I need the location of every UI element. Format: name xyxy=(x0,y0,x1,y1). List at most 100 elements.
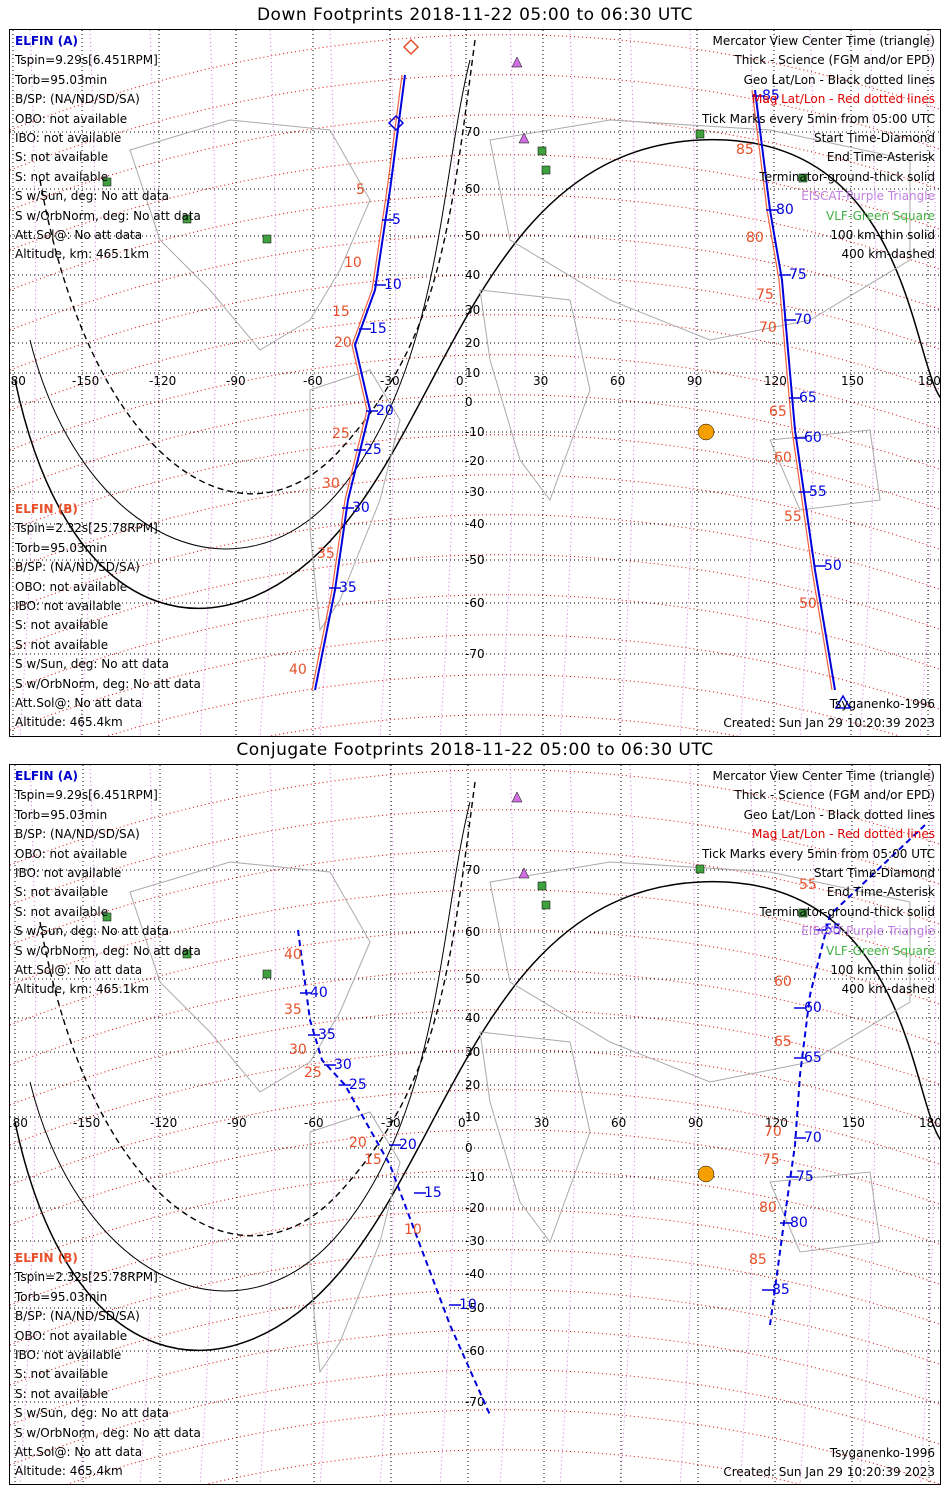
lon-tick-label: 180 xyxy=(918,374,941,388)
lon-tick-label: 90 xyxy=(688,1116,703,1130)
center-time-triangle-icon xyxy=(834,694,852,709)
lon-tick-label: -120 xyxy=(149,374,176,388)
lat-tick-label: -30 xyxy=(465,1234,485,1248)
lat-tick-label: -40 xyxy=(465,517,485,531)
track-tick-label-red: 80 xyxy=(759,1200,777,1216)
sat-info-line: S w/OrbNorm, deg: No att data xyxy=(15,676,201,691)
sat-name: ELFIN (B) xyxy=(15,502,78,516)
legend-item: End Time-Asterisk xyxy=(826,150,935,165)
track-tick-label: 20 xyxy=(376,403,394,419)
sat-info-line: Altitude: 465.4km xyxy=(15,1464,123,1479)
eiscat-triangle-icon xyxy=(518,132,530,144)
vlf-square-icon xyxy=(182,214,192,224)
mag-lon-line xyxy=(559,765,577,1484)
sat-name: ELFIN (A) xyxy=(15,769,78,783)
track-tick-label: 35 xyxy=(318,1027,336,1043)
legend-item: Mag Lat/Lon - Red dotted lines xyxy=(751,92,935,107)
sun-icon xyxy=(697,1165,715,1183)
elfin-b-track xyxy=(769,824,926,1326)
track-tick-label: 20 xyxy=(399,1137,417,1153)
sat-info-line: S: not available xyxy=(15,885,109,900)
lon-tick-label: 90 xyxy=(687,374,702,388)
track-tick-label-red: 10 xyxy=(344,255,362,271)
start-diamond-icon xyxy=(387,114,405,132)
track-tick-label: 25 xyxy=(349,1077,367,1093)
lat-tick-label: 40 xyxy=(465,1011,480,1025)
elfin-a-track-red xyxy=(311,74,403,691)
elfin-b-track xyxy=(754,89,836,691)
lat-tick-label: -70 xyxy=(465,1395,485,1409)
sat-info-line: Tspin=2.32s[25.78RPM] xyxy=(15,1270,158,1285)
track-tick-label: 85 xyxy=(772,1282,790,1298)
elfin-a-info: ELFIN (A) Tspin=9.29s[6.451RPM] Torb=95.03… xyxy=(15,767,201,1000)
sat-info-line: Att.Sol@: No att data xyxy=(15,695,143,710)
lon-tick-label: -90 xyxy=(227,1116,247,1130)
sat-name: ELFIN (A) xyxy=(15,34,78,48)
sat-info-line: Tspin=9.29s[6.451RPM] xyxy=(15,53,158,68)
legend-item: Mercator View Center Time (triangle) xyxy=(712,34,935,48)
eiscat-triangle-icon xyxy=(511,56,523,68)
model-name: Tsyganenko-1996 xyxy=(829,1446,935,1460)
track-tick-label-red: 20 xyxy=(349,1135,367,1151)
sat-info-line: S: not available xyxy=(15,150,109,165)
mag-lon-line xyxy=(379,765,397,1484)
panel-title: Down Footprints 2018-11-22 05:00 to 06:3… xyxy=(256,5,694,25)
mag-lon-line xyxy=(259,30,277,736)
terminator-400km xyxy=(39,781,476,1237)
coastline xyxy=(769,429,881,511)
vlf-square-icon xyxy=(262,969,272,979)
eiscat-triangle-icon xyxy=(518,867,530,879)
vlf-square-icon xyxy=(182,949,192,959)
lat-tick-label: 20 xyxy=(465,336,480,350)
track-tick-label: 65 xyxy=(799,390,817,406)
mag-lon-line xyxy=(319,765,337,1484)
legend-item: Tick Marks every 5min from 05:00 UTC xyxy=(701,111,935,126)
legend-item: 400 km-dashed xyxy=(841,247,935,262)
lon-tick-label: 0 xyxy=(456,374,464,388)
track-tick-label: 50 xyxy=(824,558,842,574)
sat-info-line: Altitude, km: 465.1km xyxy=(15,982,150,997)
vlf-square-icon xyxy=(541,900,551,910)
footer-info: Tsyganenko-1996 Created: Sun Jan 29 10:2… xyxy=(723,695,935,734)
lat-tick-label: -50 xyxy=(465,553,485,567)
sat-info-line: B/SP: (NA/ND/SD/SA) xyxy=(15,1309,140,1324)
coastline xyxy=(489,861,911,1083)
track-tick-label: 75 xyxy=(789,267,807,283)
vlf-square-icon xyxy=(798,173,808,183)
mag-lon-line xyxy=(619,765,637,1484)
mag-lon-line xyxy=(679,30,697,736)
mag-lon-line xyxy=(439,30,457,736)
sat-info-line: Tspin=9.29s[6.451RPM] xyxy=(15,788,158,803)
track-tick-label: 35 xyxy=(339,580,357,596)
conjugate-footprints-panel: Conjugate Footprints 2018-11-22 05:00 to… xyxy=(0,740,950,1500)
lon-tick-label: -150 xyxy=(73,1116,100,1130)
elfin-a-track xyxy=(297,929,491,1416)
mag-lon-line xyxy=(199,30,217,736)
lat-tick-label: 40 xyxy=(465,268,480,282)
sat-info-line: S: not available xyxy=(15,637,109,652)
lon-tick-label: 120 xyxy=(765,1116,788,1130)
track-tick-label-red: 30 xyxy=(322,476,340,492)
lon-tick-label: -90 xyxy=(226,374,246,388)
sat-info-line: Torb=95.03min xyxy=(15,807,108,822)
track-tick-label-red: 55 xyxy=(784,509,802,525)
map-frame: 180-150-120-90-60-3003060901201501807060… xyxy=(9,764,941,1485)
mag-lon-line xyxy=(379,30,397,736)
sat-info-line: S w/Sun, deg: No att data xyxy=(15,1406,169,1421)
track-tick-label: 85 xyxy=(762,88,780,104)
mag-lon-line xyxy=(79,765,97,1484)
mag-lon-line xyxy=(259,765,277,1484)
lon-tick-label: 60 xyxy=(610,374,625,388)
track-tick-label: 70 xyxy=(794,312,812,328)
legend-item: 100 km-thin solid xyxy=(830,962,935,977)
track-tick-label-red: 70 xyxy=(764,1124,782,1140)
track-tick-label: 15 xyxy=(424,1185,442,1201)
legend-item: VLF-Green Square xyxy=(826,208,935,223)
sat-info-line: Torb=95.03min xyxy=(15,540,108,555)
track-tick-label-red: 40 xyxy=(289,662,307,678)
vlf-square-icon xyxy=(695,129,705,139)
vlf-square-icon xyxy=(537,146,547,156)
legend-item: Mag Lat/Lon - Red dotted lines xyxy=(751,827,935,842)
track-tick-label-red: 25 xyxy=(304,1065,322,1081)
track-tick-label: 55 xyxy=(824,922,842,938)
